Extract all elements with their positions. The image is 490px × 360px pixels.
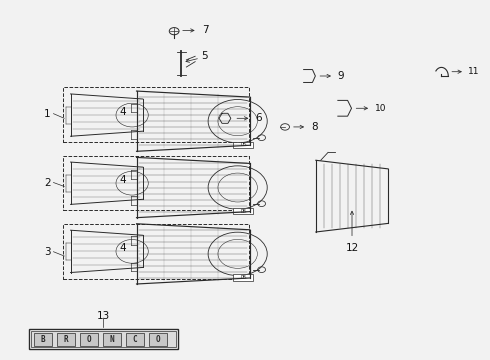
Text: R: R <box>64 335 69 344</box>
Text: 2: 2 <box>44 177 51 188</box>
Text: 13: 13 <box>97 311 110 320</box>
Bar <box>103 333 122 346</box>
Text: B: B <box>41 335 46 344</box>
Text: O: O <box>156 335 160 344</box>
Text: C: C <box>133 335 137 344</box>
Bar <box>233 208 253 215</box>
Text: 10: 10 <box>374 104 386 113</box>
Text: N: N <box>110 335 114 344</box>
Bar <box>126 333 145 346</box>
Bar <box>233 274 253 281</box>
Text: 5: 5 <box>201 51 208 61</box>
Text: 6: 6 <box>255 113 262 123</box>
Text: 4: 4 <box>120 175 126 185</box>
Bar <box>80 333 98 346</box>
Bar <box>63 224 249 279</box>
Text: 12: 12 <box>345 243 359 253</box>
Bar <box>29 329 178 349</box>
Bar <box>57 333 75 346</box>
Bar <box>63 87 249 142</box>
Bar <box>63 156 249 211</box>
Bar <box>31 331 175 347</box>
Text: 3: 3 <box>44 247 51 257</box>
Bar <box>149 333 167 346</box>
Text: DB: DB <box>240 209 246 214</box>
Text: DB: DB <box>240 275 246 280</box>
Text: 4: 4 <box>120 243 126 253</box>
Text: 7: 7 <box>202 26 209 35</box>
Bar <box>34 333 52 346</box>
Text: 9: 9 <box>338 71 344 81</box>
Text: 11: 11 <box>468 67 479 76</box>
Text: 1: 1 <box>44 109 51 119</box>
Text: 4: 4 <box>120 107 126 117</box>
Text: O: O <box>87 335 92 344</box>
Bar <box>233 141 253 148</box>
Text: DB: DB <box>240 142 246 147</box>
Text: 8: 8 <box>311 122 318 132</box>
